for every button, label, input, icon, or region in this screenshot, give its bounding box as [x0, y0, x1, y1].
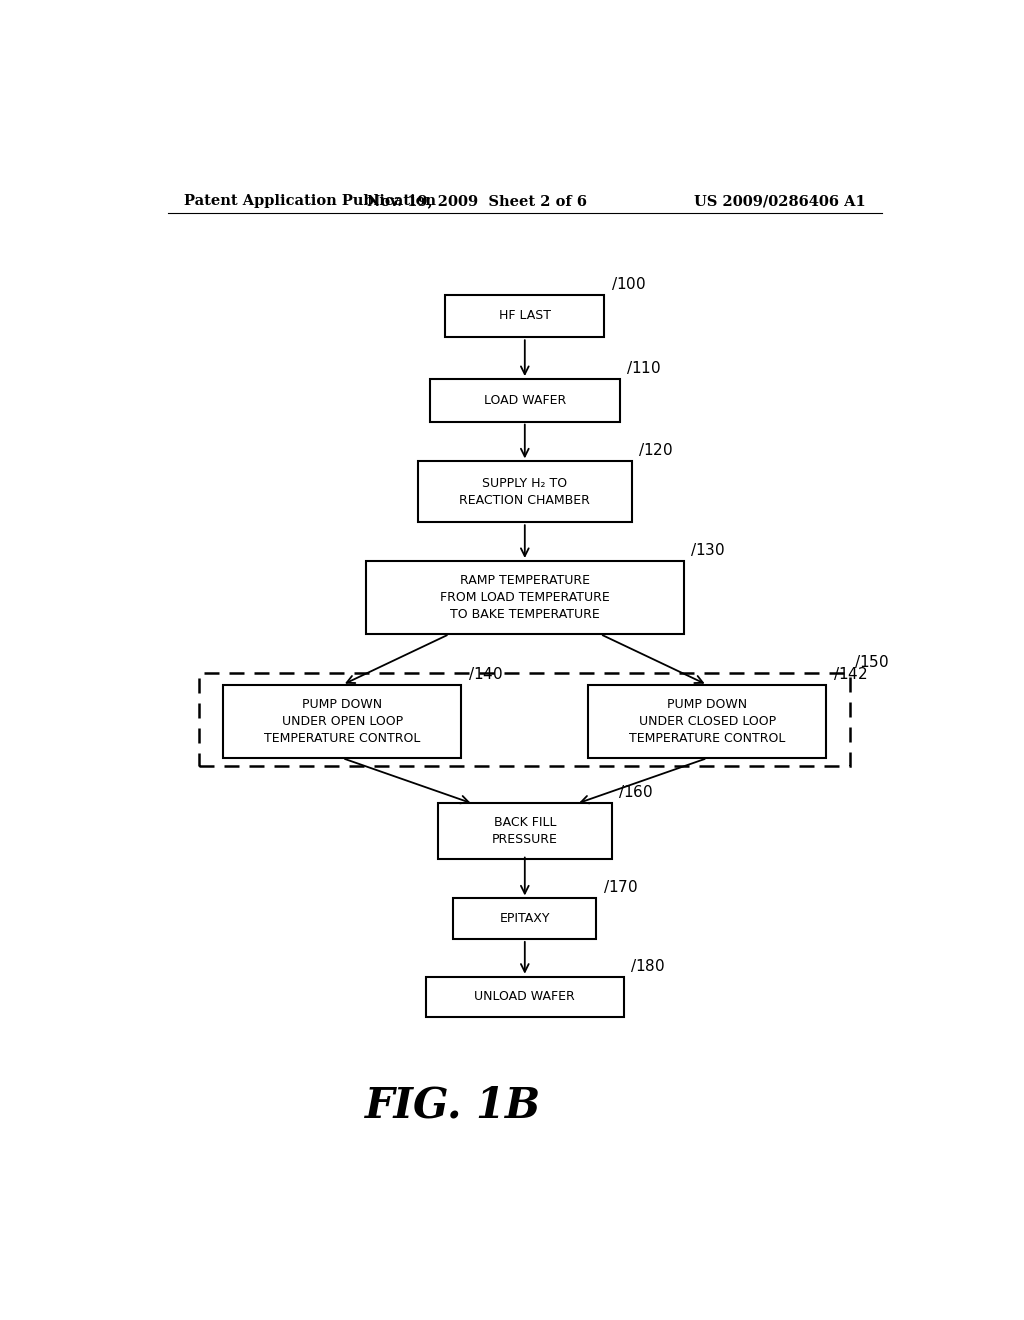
Text: EPITAXY: EPITAXY: [500, 912, 550, 925]
Text: $\mathit{/150}$: $\mathit{/150}$: [854, 652, 889, 669]
Text: PUMP DOWN
UNDER CLOSED LOOP
TEMPERATURE CONTROL: PUMP DOWN UNDER CLOSED LOOP TEMPERATURE …: [629, 698, 785, 744]
Bar: [445, 294, 604, 338]
Bar: [454, 899, 596, 939]
Bar: [588, 685, 826, 758]
Text: FIG. 1B: FIG. 1B: [366, 1085, 542, 1127]
Text: $\mathit{/110}$: $\mathit{/110}$: [627, 359, 662, 376]
Bar: [426, 977, 624, 1018]
Bar: [367, 561, 684, 634]
Text: HF LAST: HF LAST: [499, 309, 551, 322]
Bar: [418, 461, 632, 523]
Text: LOAD WAFER: LOAD WAFER: [483, 393, 566, 407]
Text: $\mathit{/170}$: $\mathit{/170}$: [602, 878, 638, 895]
Text: UNLOAD WAFER: UNLOAD WAFER: [474, 990, 575, 1003]
Bar: [200, 673, 850, 766]
Bar: [223, 685, 462, 758]
Text: PUMP DOWN
UNDER OPEN LOOP
TEMPERATURE CONTROL: PUMP DOWN UNDER OPEN LOOP TEMPERATURE CO…: [264, 698, 421, 744]
Text: $\mathit{/160}$: $\mathit{/160}$: [618, 783, 653, 800]
Text: $\mathit{/142}$: $\mathit{/142}$: [833, 665, 867, 682]
Text: Patent Application Publication: Patent Application Publication: [183, 194, 435, 209]
Text: RAMP TEMPERATURE
FROM LOAD TEMPERATURE
TO BAKE TEMPERATURE: RAMP TEMPERATURE FROM LOAD TEMPERATURE T…: [440, 574, 609, 620]
Bar: [430, 379, 621, 421]
Text: $\mathit{/100}$: $\mathit{/100}$: [610, 275, 646, 292]
Bar: [437, 804, 612, 859]
Text: $\mathit{/120}$: $\mathit{/120}$: [638, 441, 674, 458]
Text: $\mathit{/180}$: $\mathit{/180}$: [631, 957, 666, 974]
Text: SUPPLY H₂ TO
REACTION CHAMBER: SUPPLY H₂ TO REACTION CHAMBER: [460, 477, 590, 507]
Text: $\mathit{/140}$: $\mathit{/140}$: [468, 665, 503, 682]
Text: US 2009/0286406 A1: US 2009/0286406 A1: [694, 194, 866, 209]
Text: Nov. 19, 2009  Sheet 2 of 6: Nov. 19, 2009 Sheet 2 of 6: [368, 194, 587, 209]
Text: $\mathit{/130}$: $\mathit{/130}$: [690, 541, 725, 558]
Text: BACK FILL
PRESSURE: BACK FILL PRESSURE: [492, 816, 558, 846]
